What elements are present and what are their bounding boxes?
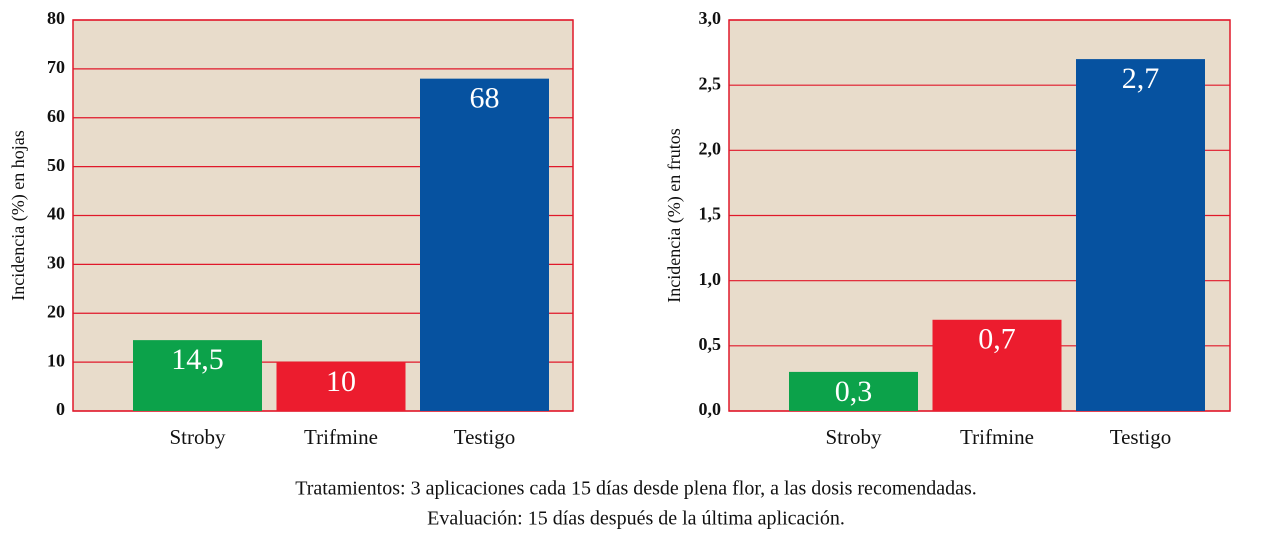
x-tick-label: Trifmine [304,425,378,449]
y-tick-label: 3,0 [699,8,722,28]
y-tick-label: 0,0 [699,399,722,419]
y-tick-label: 2,0 [699,138,722,158]
y-tick-label: 2,5 [699,73,722,93]
x-tick-label: Testigo [454,425,516,449]
bar [1076,59,1205,411]
x-tick-label: Stroby [825,425,882,449]
value-label: 14,5 [171,343,224,376]
x-tick-label: Testigo [1110,425,1172,449]
bar [420,79,549,411]
y-tick-label: 50 [47,155,65,175]
caption: Evaluación: 15 días después de la última… [427,508,845,530]
y-tick-label: 1,0 [699,269,722,289]
x-tick-label: Stroby [169,425,226,449]
caption: Tratamientos: 3 aplicaciones cada 15 día… [295,478,977,500]
y-axis-title: Incidencia (%) en hojas [8,130,29,300]
y-tick-label: 80 [47,8,65,28]
y-tick-label: 60 [47,106,65,126]
y-tick-label: 0,5 [699,334,722,354]
y-tick-label: 30 [47,253,65,273]
value-label: 0,3 [835,375,873,408]
y-tick-label: 40 [47,204,65,224]
value-label: 68 [470,82,500,115]
y-tick-label: 10 [47,350,65,370]
value-label: 10 [326,365,356,398]
value-label: 2,7 [1122,62,1160,95]
chart-page: Tratamientos: 3 aplicaciones cada 15 día… [0,0,1273,534]
y-tick-label: 20 [47,301,65,321]
x-tick-label: Trifmine [960,425,1034,449]
value-label: 0,7 [978,323,1016,356]
y-tick-label: 0 [56,399,65,419]
y-axis-title: Incidencia (%) en frutos [664,128,685,302]
y-tick-label: 70 [47,57,65,77]
y-tick-label: 1,5 [699,204,722,224]
